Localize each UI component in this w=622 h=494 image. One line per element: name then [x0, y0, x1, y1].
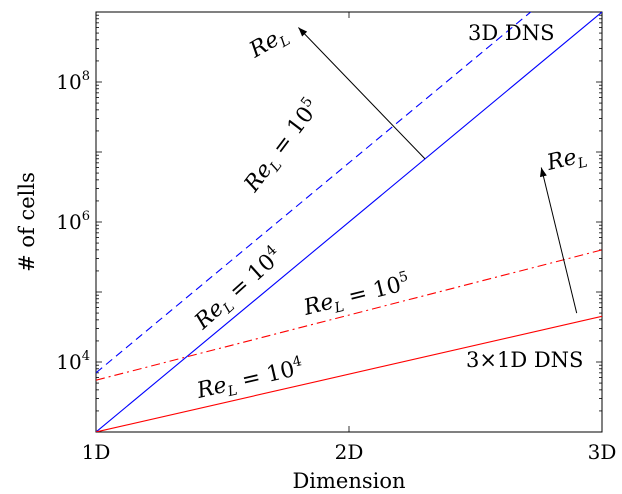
label-red-dashed-re1e5: ReL = 105: [300, 268, 413, 324]
series-lines: [96, 12, 602, 432]
annotation-3x1d-dns: 3×1D DNS: [466, 348, 583, 372]
y-axis-label: # of cells: [15, 172, 39, 272]
axis-ticks: [95, 11, 603, 433]
blue-trend-arrow: [298, 27, 426, 160]
y-tick-label-1e8: 108: [56, 69, 90, 94]
series-line-3: [96, 315, 602, 432]
y-tick-label-1e4: 104: [56, 349, 90, 374]
red-trend-arrow: [540, 167, 578, 314]
label-red-solid-re1e4: ReL = 104: [193, 353, 306, 407]
arrow-label-red-re: ReL: [544, 143, 589, 179]
series-line-1: [96, 12, 602, 432]
trend-arrows: [298, 27, 578, 314]
x-tick-label-3d: 3D: [588, 440, 617, 464]
x-tick-label-1d: 1D: [82, 440, 111, 464]
label-blue-solid-re1e4: ReL = 104: [188, 242, 289, 337]
label-blue-dashed-re1e5: ReL = 105: [238, 94, 328, 199]
y-tick-label-1e6: 106: [56, 209, 90, 234]
annotation-3d-dns: 3D DNS: [468, 21, 554, 45]
series-line-2: [96, 12, 532, 374]
red-trend-arrow-head: [540, 167, 547, 178]
x-tick-label-2d: 2D: [335, 440, 364, 464]
x-axis-label: Dimension: [292, 469, 405, 493]
blue-trend-arrow-head: [298, 27, 308, 37]
arrow-label-blue-re: ReL: [245, 22, 294, 66]
series-line-4: [96, 249, 602, 381]
